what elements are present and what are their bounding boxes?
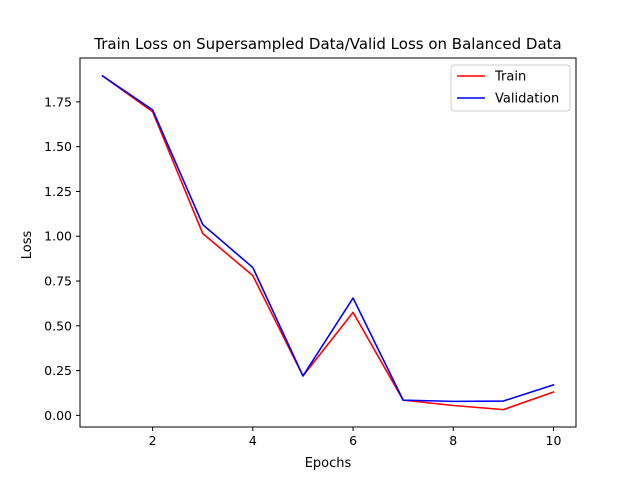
x-tick-label: 2 xyxy=(149,433,157,448)
plot-area xyxy=(101,74,555,411)
y-tick-label: 1.25 xyxy=(44,184,72,199)
y-axis-label: Loss xyxy=(20,231,35,260)
axes-frame xyxy=(79,57,577,428)
series-line-train xyxy=(101,74,555,411)
y-tick-label: 0.75 xyxy=(44,274,72,289)
y-tick-label: 0.50 xyxy=(44,318,72,333)
y-tick-label: 1.00 xyxy=(44,229,72,244)
y-tick-label: 1.75 xyxy=(44,94,72,109)
axes: 2 4 6 8 10 0.00 0.25 0.50 0.75 1.00 1.25 1.50 1.75 xyxy=(44,57,577,448)
series-line-validation xyxy=(101,74,555,403)
x-tick-label: 4 xyxy=(249,433,257,448)
legend: Train Validation xyxy=(450,64,571,112)
y-tick-label: 0.25 xyxy=(44,363,72,378)
x-tick-label: 8 xyxy=(449,433,457,448)
x-axis-label: Epochs xyxy=(305,456,352,471)
chart-title: Train Loss on Supersampled Data/Valid Lo… xyxy=(93,35,561,53)
y-tick-label: 0.00 xyxy=(44,408,72,423)
legend-label-train: Train xyxy=(494,70,526,85)
x-tick-label: 6 xyxy=(349,433,357,448)
y-tick-label: 1.50 xyxy=(44,139,72,154)
legend-label-validation: Validation xyxy=(495,92,559,107)
x-tick-label: 10 xyxy=(546,433,562,448)
